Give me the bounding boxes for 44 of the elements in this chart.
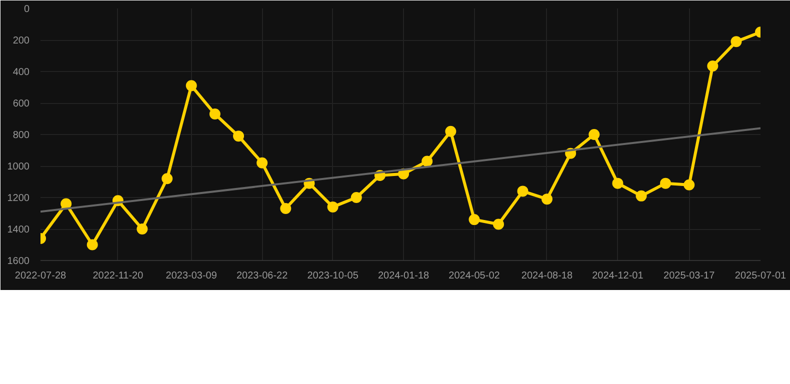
point [493,218,504,230]
x-tick-label: 2025-07-01 [734,270,787,282]
y-tick-label: 600 [12,98,30,110]
x-tick-label: 2024-08-18 [521,270,574,282]
y-tick-label: 1200 [7,193,30,204]
x-tick-label: 2024-01-18 [378,270,430,282]
x-tick-label: 2024-05-02 [448,270,500,282]
point [588,129,600,140]
y-tick-label: 1600 [7,256,30,267]
point [86,239,98,250]
x-tick-label: 2022-11-20 [92,270,144,282]
point [60,198,72,210]
x-tick-label: 2023-03-09 [166,270,218,282]
point [612,178,624,189]
point [209,108,220,120]
point [707,60,718,72]
point [256,157,268,168]
point [162,173,173,184]
x-tick-label: 2022-07-28 [14,270,67,282]
y-tick-label: 1400 [7,224,30,236]
y-tick-label: 400 [12,67,30,78]
point [636,190,647,202]
point [445,126,456,137]
x-tick-label: 2024-12-01 [592,270,644,282]
point [730,36,742,48]
y-tick-label: 1000 [7,162,30,172]
y-tick-label: 800 [12,130,30,141]
x-tick-label: 2025-03-17 [664,270,716,282]
point [660,178,672,189]
point [280,203,292,214]
point [233,130,244,142]
point [541,194,552,205]
point [350,192,362,203]
point [422,156,433,167]
y-tick-label: 0 [24,4,30,15]
point [468,214,480,226]
point [136,224,148,234]
x-tick-label: 2023-06-22 [236,270,288,282]
point [327,201,338,212]
point [517,186,528,197]
point [684,179,695,190]
point [186,80,197,92]
y-tick-label: 200 [12,36,30,46]
x-tick-label: 2023-10-05 [307,270,359,282]
